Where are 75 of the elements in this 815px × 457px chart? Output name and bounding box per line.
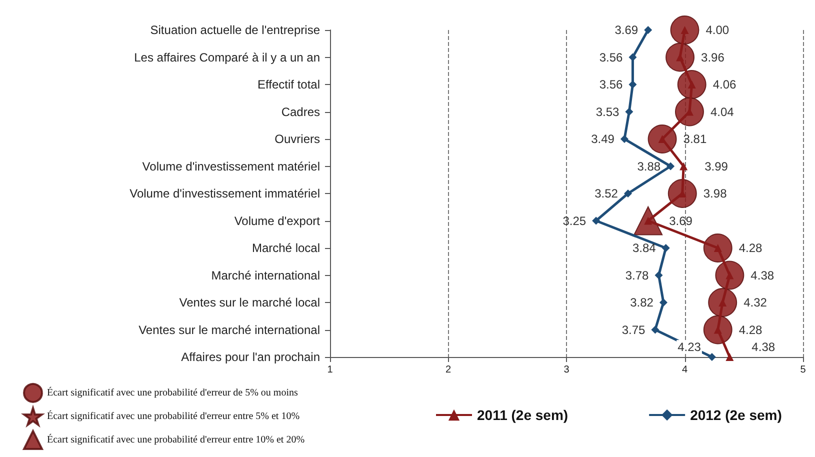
data-label: 3.52 [594, 186, 618, 200]
point [680, 162, 688, 170]
y-tick-label: Les affaires Comparé à il y a un an [134, 50, 320, 64]
x-tick-label: 5 [800, 364, 806, 376]
x-tick-label: 3 [564, 364, 570, 376]
data-label: 3.69 [614, 23, 638, 37]
data-label: 4.38 [752, 340, 776, 354]
data-label: 4.04 [710, 104, 734, 119]
data-label: 3.69 [669, 214, 693, 228]
point [675, 97, 704, 126]
y-tick-label: Affaires pour l'an prochain [181, 350, 320, 364]
x-tick-label: 1 [327, 364, 334, 376]
data-label: 3.49 [591, 132, 615, 146]
point [703, 234, 732, 262]
point [648, 124, 677, 154]
point [644, 26, 652, 34]
data-label: 4.28 [738, 241, 763, 255]
data-label: 4.00 [706, 23, 730, 37]
x-tick-label: 4 [682, 364, 688, 376]
point [708, 353, 716, 361]
y-tick-label: Ventes sur le marché international [138, 322, 320, 337]
data-label: 3.96 [701, 50, 725, 64]
point [708, 288, 738, 317]
point [651, 326, 660, 334]
y-tick-label: Volume d'export [234, 214, 321, 228]
data-label: 3.75 [622, 322, 646, 337]
legend-label: Écart significatif avec une probabilité d'erreur de 5% ou moins [47, 386, 298, 398]
point [592, 216, 600, 225]
point [715, 260, 744, 290]
data-label: 4.38 [750, 268, 774, 282]
legend-label: Écart significatif avec une probabilité d'erreur entre 10% et 20% [47, 434, 305, 446]
data-label: 4.28 [738, 322, 763, 337]
y-tick-label: Effectif total [258, 78, 320, 92]
point [628, 80, 637, 88]
point [662, 244, 670, 252]
point [625, 108, 634, 116]
y-tick-label: Ventes sur le marché local [179, 296, 320, 310]
data-label: 4.23 [678, 340, 702, 354]
data-label: 3.99 [704, 159, 728, 174]
data-label: 3.25 [562, 214, 586, 228]
y-tick-label: Marché local [252, 241, 320, 255]
data-label: 4.06 [712, 78, 737, 92]
data-label: 3.78 [625, 268, 650, 282]
data-label: 3.53 [596, 104, 620, 119]
data-label: 3.84 [632, 241, 656, 255]
data-label: 4.32 [744, 296, 768, 310]
data-label: 3.56 [599, 50, 624, 64]
y-tick-label: Marché international [211, 268, 320, 282]
data-label: 3.82 [630, 296, 654, 310]
point [620, 135, 628, 143]
y-tick-label: Situation actuelle de l'entreprise [150, 23, 320, 37]
legend-label: Écart significatif avec une probabilité d'erreur entre 5% et 10% [47, 410, 300, 422]
point [666, 162, 675, 170]
data-label: 3.56 [599, 78, 624, 92]
point [659, 298, 668, 306]
y-tick-label: Ouvriers [274, 132, 320, 146]
y-tick-label: Volume d'investissement matériel [142, 159, 320, 174]
point [677, 70, 706, 99]
y-tick-label: Cadres [281, 104, 320, 119]
point [634, 206, 663, 236]
x-tick-label: 2 [445, 364, 452, 376]
y-tick-label: Volume d'investissement immatériel [130, 186, 320, 200]
point [670, 16, 700, 44]
point [654, 271, 663, 280]
point [624, 190, 632, 198]
point [666, 42, 695, 72]
point [628, 53, 637, 62]
legend-label: 2011 (2e sem) [477, 407, 568, 423]
point [703, 315, 732, 344]
point [726, 353, 734, 361]
data-label: 3.88 [637, 159, 661, 174]
data-label: 3.81 [683, 132, 707, 146]
legend-label: 2012 (2e sem) [690, 407, 782, 423]
data-label: 3.98 [703, 186, 728, 200]
point [668, 179, 697, 208]
